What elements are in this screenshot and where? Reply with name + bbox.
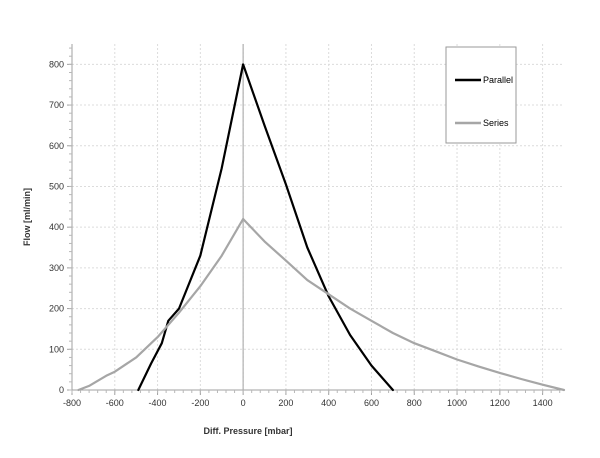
series-layer: [77, 63, 566, 392]
x-tick-label: 400: [321, 398, 336, 408]
legend: Parallel Series: [445, 46, 517, 144]
y-tick-label: 800: [49, 59, 64, 69]
grid: [72, 44, 564, 390]
x-tick-label: 600: [364, 398, 379, 408]
x-tick-label: -800: [63, 398, 81, 408]
x-axis-title: Diff. Pressure [mbar]: [203, 426, 292, 436]
x-tick-label: -400: [149, 398, 167, 408]
y-tick-label: 500: [49, 181, 64, 191]
series-line-parallel: [137, 63, 394, 392]
y-tick-label: 300: [49, 263, 64, 273]
axes: [67, 44, 564, 395]
y-tick-label: 200: [49, 304, 64, 314]
series-line-series: [77, 217, 566, 392]
x-tick-label: -600: [106, 398, 124, 408]
y-axis-title: Flow [ml/min]: [22, 188, 32, 246]
y-tick-label: 700: [49, 100, 64, 110]
legend-label-series: Series: [483, 118, 509, 128]
y-tick-label: 600: [49, 141, 64, 151]
x-tick-label: 1200: [490, 398, 510, 408]
tick-labels: -800 -600 -400 -200 0 200 400 600 800 1000 1200 140…: [49, 59, 553, 408]
y-tick-label: 0: [59, 385, 64, 395]
y-tick-label: 400: [49, 222, 64, 232]
x-tick-label: 0: [241, 398, 246, 408]
x-tick-label: -200: [191, 398, 209, 408]
y-tick-label: 100: [49, 344, 64, 354]
x-tick-label: 1000: [447, 398, 467, 408]
x-tick-label: 200: [278, 398, 293, 408]
legend-box: [445, 46, 517, 144]
x-tick-label: 800: [407, 398, 422, 408]
legend-label-parallel: Parallel: [483, 75, 513, 85]
x-tick-label: 1400: [533, 398, 553, 408]
